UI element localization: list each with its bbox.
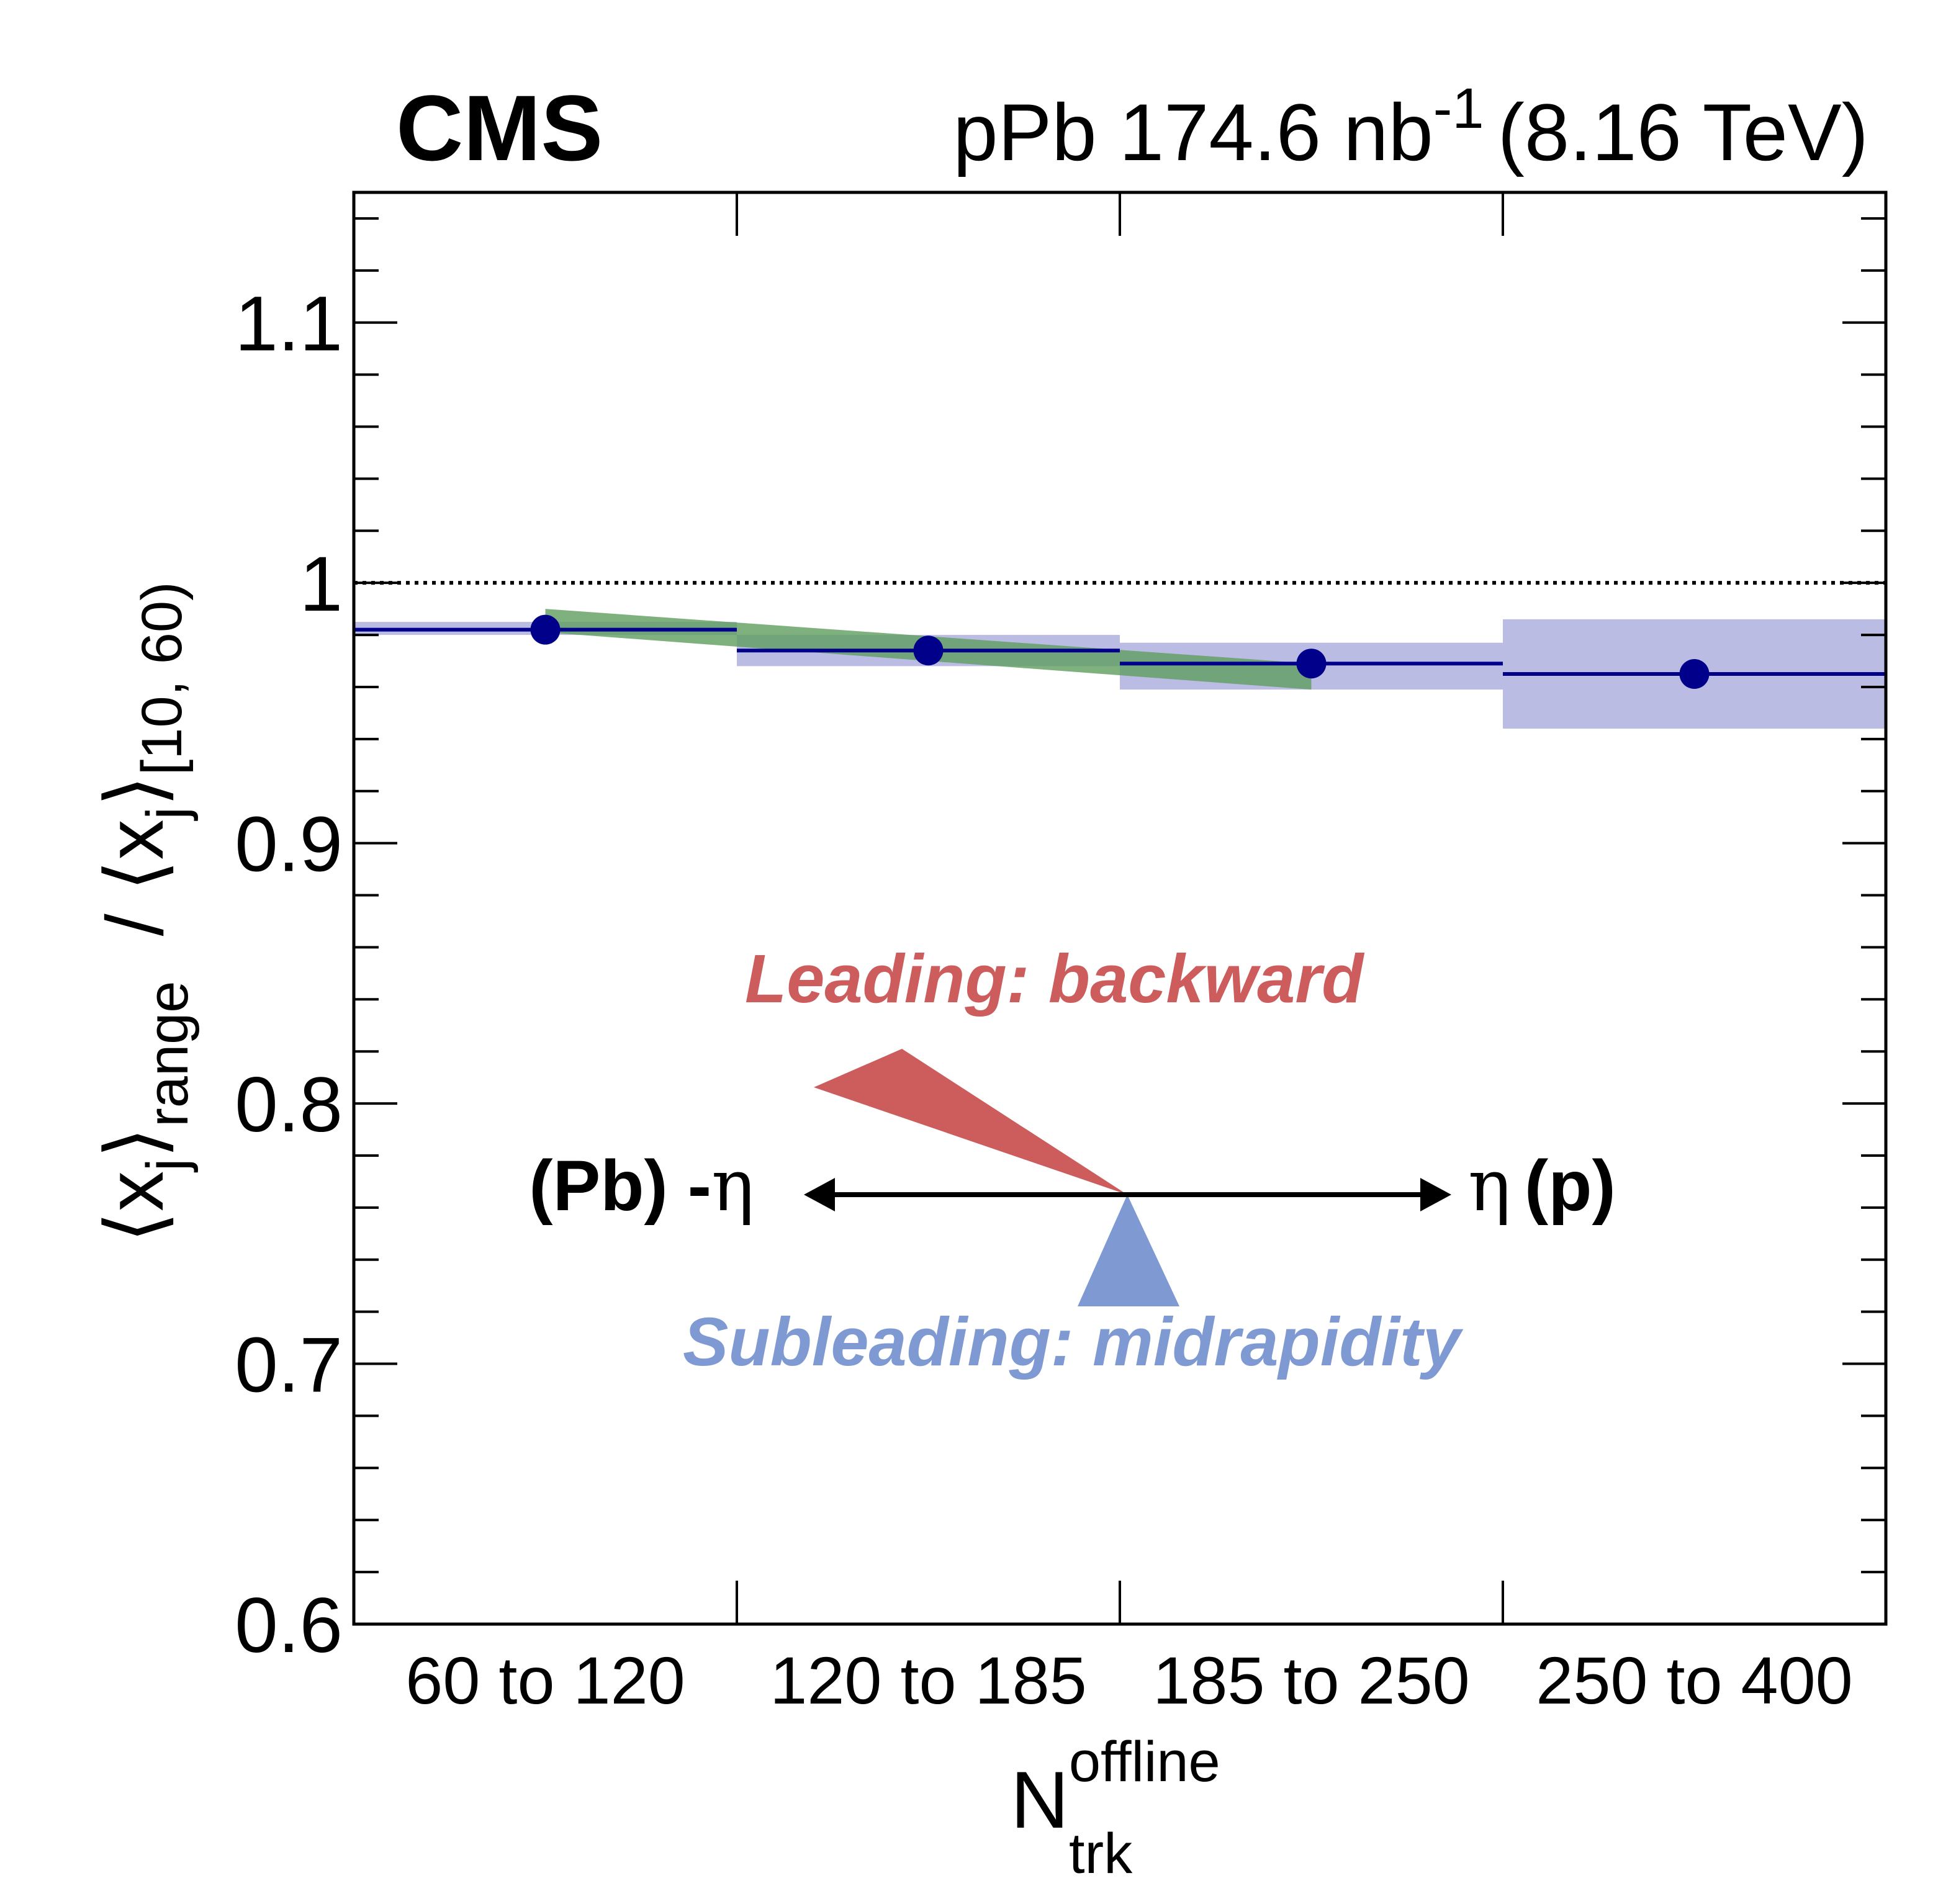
y-axis-title: ⟨xj⟩range / ⟨xj⟩[10, 60): [89, 582, 200, 1242]
data-point: [1296, 649, 1327, 679]
eta-arrow-right-head: [1420, 1178, 1451, 1211]
pb-side-text: (Pb) -: [529, 1146, 711, 1226]
eta-arrow-left-head: [804, 1178, 835, 1211]
x-axis-title: Noffline trk: [1011, 1730, 1220, 1885]
leading-backward-wedge: [814, 1049, 1127, 1195]
energy-label: (8.16 TeV): [1498, 87, 1868, 177]
subleading-midrapidity-wedge: [1078, 1195, 1179, 1306]
x-title-subscript: trk: [1069, 1822, 1133, 1885]
y-tick-label: 1: [299, 541, 343, 627]
eta-symbol: η: [1468, 1144, 1511, 1228]
x-tick-label: 185 to 250: [1153, 1643, 1469, 1718]
p-side-label: η (p): [1468, 1144, 1616, 1228]
y-tick-label: 1.1: [235, 281, 343, 367]
x-tick-label: 250 to 400: [1536, 1643, 1852, 1718]
x-axis-ticks: 60 to 120 120 to 185 185 to 250 250 to 400: [405, 192, 1853, 1718]
data-series: [354, 614, 1886, 689]
lumi-exponent: -1: [1433, 77, 1484, 140]
y-title-denominator-subscript: [10, 60): [130, 582, 194, 775]
neg-eta-symbol: η: [711, 1144, 754, 1228]
x-tick-label: 120 to 185: [770, 1643, 1086, 1718]
y-tick-label: 0.6: [235, 1583, 343, 1669]
subleading-midrapidity-label: Subleading: midrapidity: [683, 1304, 1464, 1380]
data-point: [913, 635, 944, 666]
y-tick-label: 0.9: [235, 802, 343, 888]
data-point: [1679, 658, 1710, 689]
y-axis-title-text: ⟨xj⟩range / ⟨xj⟩[10, 60): [89, 582, 200, 1242]
pb-side-label: (Pb) -η: [529, 1144, 754, 1228]
y-axis-ticks: 0.6 0.7 0.8 0.9 1 1.1: [235, 217, 1886, 1669]
x-title-superscript: offline: [1069, 1730, 1220, 1794]
luminosity-label: pPb 174.6 nb-1 (8.16 TeV): [953, 77, 1868, 177]
plot-frame: [352, 191, 1888, 1626]
y-tick-label: 0.7: [235, 1322, 343, 1409]
y-title-numerator-subscript: range: [137, 981, 200, 1127]
leading-backward-label: Leading: backward: [745, 941, 1365, 1017]
lumi-prefix: pPb 174.6 nb: [953, 87, 1433, 177]
x-tick-label: 60 to 120: [405, 1643, 685, 1718]
data-point: [530, 614, 561, 645]
x-title-base: N: [1011, 1754, 1069, 1845]
p-side-text: (p): [1525, 1146, 1616, 1226]
y-tick-label: 0.8: [235, 1062, 343, 1148]
experiment-label: CMS: [396, 76, 603, 180]
